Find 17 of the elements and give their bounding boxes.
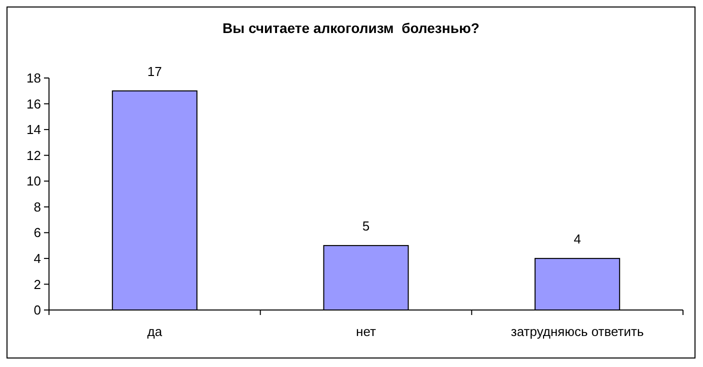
x-tick-label: затрудняюсь ответить xyxy=(510,324,644,339)
x-tick-label: да xyxy=(147,324,163,339)
y-tick-label: 12 xyxy=(26,148,41,163)
y-tick-label: 6 xyxy=(34,225,41,240)
y-tick-label: 2 xyxy=(34,276,41,292)
y-tick-label: 18 xyxy=(26,70,41,86)
x-tick-label: нет xyxy=(356,324,376,339)
y-tick-label: 0 xyxy=(34,302,41,318)
y-tick-label: 8 xyxy=(34,199,41,214)
data-label: 4 xyxy=(574,231,581,246)
y-tick-label: 16 xyxy=(26,96,41,112)
data-label: 5 xyxy=(362,218,370,234)
y-tick-label: 4 xyxy=(34,250,41,266)
y-tick-label: 10 xyxy=(26,174,41,189)
data-label: 17 xyxy=(147,64,162,79)
y-tick-label: 14 xyxy=(26,122,41,138)
chart-title: Вы считаете алкоголизм болезнью? xyxy=(222,20,480,36)
